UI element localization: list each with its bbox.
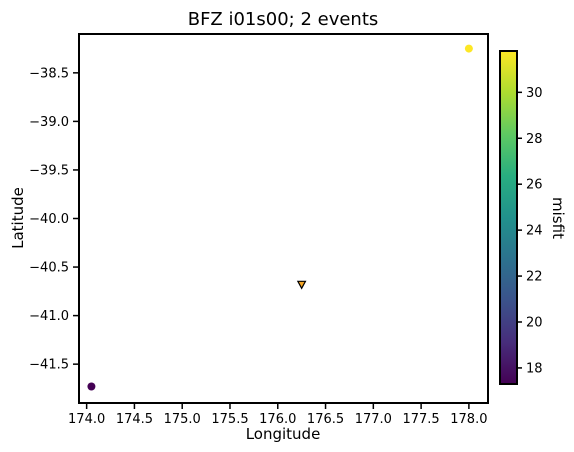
- colorbar-tick-label: 26: [526, 178, 543, 193]
- colorbar: [499, 50, 518, 385]
- y-axis-label: Latitude: [9, 187, 27, 249]
- y-axis-ticks: −38.5 −39.0 −39.5 −40.0 −40.5 −41.0 −41.5: [29, 66, 79, 373]
- x-tick-label: 177.0: [355, 412, 392, 427]
- colorbar-ticks: 18 20 22 24 26 28 30: [517, 86, 543, 376]
- x-axis-label: Longitude: [246, 425, 321, 443]
- colorbar-tick-label: 24: [526, 224, 543, 239]
- event-point: [464, 44, 473, 53]
- x-tick-label: 175.0: [164, 412, 201, 427]
- x-axis-ticks: 174.0 174.5 175.0 175.5 176.0 176.5 177.0 177.5…: [68, 403, 487, 427]
- y-tick-label: −38.5: [29, 66, 69, 81]
- x-tick-label: 178.0: [450, 412, 487, 427]
- x-tick-label: 176.0: [259, 412, 296, 427]
- x-tick-label: 174.5: [116, 412, 153, 427]
- y-tick-label: −39.5: [29, 163, 69, 178]
- colorbar-tick-label: 28: [526, 132, 543, 147]
- y-tick-label: −40.5: [29, 261, 69, 276]
- plot-markers: [87, 44, 473, 391]
- y-tick-label: −39.0: [29, 115, 69, 130]
- chart-title: BFZ i01s00; 2 events: [188, 9, 379, 30]
- x-tick-label: 176.5: [307, 412, 344, 427]
- x-tick-label: 174.0: [68, 412, 105, 427]
- plot-frame: [78, 33, 489, 404]
- y-tick-label: −40.0: [29, 212, 69, 227]
- x-tick-label: 175.5: [211, 412, 248, 427]
- station-marker: [296, 280, 307, 290]
- y-tick-label: −41.5: [29, 358, 69, 373]
- colorbar-tick-label: 22: [526, 270, 543, 285]
- event-point: [87, 382, 96, 391]
- colorbar-label: misfit: [549, 197, 567, 239]
- x-tick-label: 177.5: [402, 412, 439, 427]
- colorbar-tick-label: 20: [526, 315, 543, 330]
- colorbar-tick-label: 30: [526, 86, 543, 101]
- y-tick-label: −41.0: [29, 309, 69, 324]
- colorbar-tick-label: 18: [526, 361, 543, 376]
